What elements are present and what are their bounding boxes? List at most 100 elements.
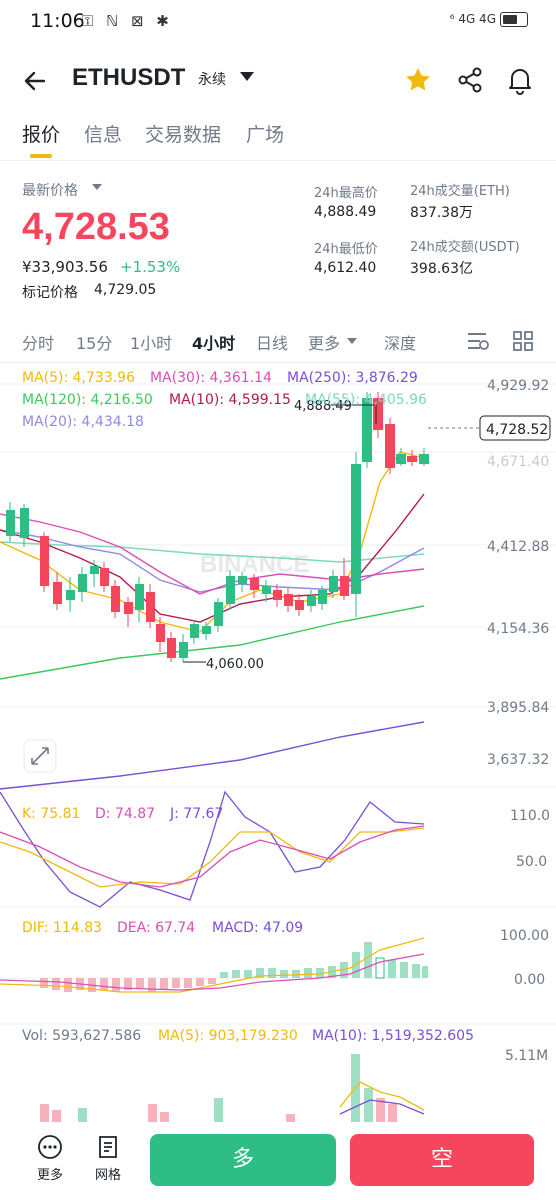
contract-type-badge: 永续 bbox=[198, 72, 226, 88]
status-signal: ⁶ 4G 4G bbox=[450, 12, 528, 27]
signal-text: ⁶ 4G 4G bbox=[449, 12, 496, 26]
kdj-k-legend: K: 75.81 bbox=[22, 806, 80, 822]
price-axis-label: 4,412.88 bbox=[487, 539, 549, 555]
back-arrow-icon[interactable] bbox=[22, 68, 48, 94]
ma250-legend: MA(250): 3,876.29 bbox=[287, 370, 418, 386]
vol-eth: 837.38万 bbox=[410, 205, 473, 221]
low-24h-label: 24h最低价 bbox=[314, 242, 378, 257]
vol-eth-label: 24h成交量(ETH) bbox=[410, 184, 510, 199]
low-marker-label: 4,060.00 bbox=[206, 657, 264, 672]
high-marker-label: 4,888.49 bbox=[294, 399, 352, 414]
interval-4h[interactable]: 4小时 bbox=[192, 334, 236, 353]
tab-square[interactable]: 广场 bbox=[246, 124, 285, 146]
ma120-line bbox=[0, 605, 425, 680]
macd-dif-legend: DIF: 114.83 bbox=[22, 920, 102, 936]
macd-axis-label: 100.00 bbox=[500, 928, 549, 944]
high-24h: 4,888.49 bbox=[314, 204, 377, 220]
change-percent: +1.53% bbox=[120, 258, 181, 276]
vol-ma5-line bbox=[339, 1081, 425, 1111]
vol-legend: Vol: 593,627.586 bbox=[22, 1028, 141, 1044]
interval-time[interactable]: 分时 bbox=[22, 334, 55, 353]
last-price-label[interactable]: 最新价格 bbox=[22, 183, 78, 199]
status-time: 11:06 bbox=[30, 10, 85, 32]
tab-quote[interactable]: 报价 bbox=[22, 124, 61, 146]
favorite-star-icon[interactable] bbox=[404, 66, 432, 94]
kdj-k-line bbox=[0, 827, 425, 888]
ma30-legend: MA(30): 4,361.14 bbox=[150, 370, 272, 386]
vol-axis-label: 5.11M bbox=[505, 1048, 548, 1064]
indicator-settings-icon[interactable] bbox=[466, 330, 490, 352]
price-axis-label: 4,154.36 bbox=[487, 621, 549, 637]
expand-icon bbox=[31, 747, 49, 765]
grid-button[interactable]: 网格 bbox=[88, 1134, 128, 1183]
active-tab-indicator bbox=[30, 154, 52, 158]
interval-bar: 分时 15分 1小时 4小时 日线 更多 深度 bbox=[0, 322, 556, 363]
bottom-action-bar: 更多 网格 多 空 bbox=[0, 1122, 556, 1200]
high-24h-label: 24h最高价 bbox=[314, 186, 378, 201]
ma20-legend: MA(20): 4,434.18 bbox=[22, 414, 144, 430]
high-marker-line bbox=[328, 404, 377, 424]
grid-label: 网格 bbox=[94, 1168, 121, 1183]
price-axis-label: 3,895.84 bbox=[487, 700, 549, 716]
macd-dea-legend: DEA: 67.74 bbox=[117, 920, 195, 936]
macd-dea-line bbox=[0, 953, 425, 991]
more-button[interactable]: 更多 bbox=[30, 1134, 70, 1183]
vol-usdt-label: 24h成交额(USDT) bbox=[410, 240, 520, 255]
tab-info[interactable]: 信息 bbox=[84, 124, 123, 146]
ma55-line bbox=[0, 541, 425, 563]
current-price-tag-label: 4,728.52 bbox=[486, 422, 548, 438]
fullscreen-button[interactable] bbox=[23, 739, 57, 773]
symbol-dropdown-icon[interactable] bbox=[240, 72, 254, 81]
mark-price: 4,729.05 bbox=[94, 282, 157, 298]
share-icon[interactable] bbox=[456, 66, 484, 94]
app-header: ETHUSDT 永续 bbox=[0, 52, 556, 108]
ma10-legend: MA(10): 4,599.15 bbox=[169, 392, 291, 408]
interval-more[interactable]: 更多 bbox=[308, 334, 341, 353]
kline-chart[interactable]: BINANCE bbox=[0, 362, 556, 1122]
mark-price-label: 标记价格 bbox=[22, 285, 78, 301]
price-axis-label: 4,671.40 bbox=[487, 454, 549, 470]
vol-ma5-legend: MA(5): 903,179.230 bbox=[158, 1028, 298, 1044]
low-24h: 4,612.40 bbox=[314, 260, 377, 276]
tab-trading-data[interactable]: 交易数据 bbox=[145, 124, 222, 146]
kdj-d-legend: D: 74.87 bbox=[95, 806, 155, 822]
more-dropdown-icon[interactable] bbox=[347, 338, 357, 344]
price-axis-label: 4,929.92 bbox=[487, 378, 549, 394]
main-tabs: 报价 信息 交易数据 广场 bbox=[0, 116, 556, 161]
battery-icon bbox=[500, 12, 528, 27]
kdj-d-line bbox=[0, 825, 425, 888]
last-price: 4,728.53 bbox=[22, 206, 170, 248]
vol-usdt: 398.63亿 bbox=[410, 261, 473, 277]
kdj-axis-label: 50.0 bbox=[516, 854, 547, 870]
status-icons: ⚿ ℕ ⊠ ✱ bbox=[82, 12, 173, 30]
price-summary: 最新价格 4,728.53 ¥33,903.56 +1.53% 标记价格 4,7… bbox=[0, 172, 556, 312]
interval-15m[interactable]: 15分 bbox=[76, 334, 113, 353]
macd-histogram bbox=[40, 942, 428, 992]
candlesticks bbox=[6, 392, 429, 662]
ma5-legend: MA(5): 4,733.96 bbox=[22, 370, 135, 386]
kdj-j-legend: J: 77.67 bbox=[169, 806, 223, 822]
macd-dif-line bbox=[0, 937, 425, 993]
current-price-tag bbox=[479, 415, 551, 441]
vol-ma10-line bbox=[339, 1099, 425, 1115]
more-dots-icon bbox=[38, 1135, 62, 1159]
price-axis-label: 3,637.32 bbox=[487, 752, 549, 768]
grid-doc-icon bbox=[99, 1136, 117, 1158]
last-price-dropdown-icon[interactable] bbox=[92, 184, 102, 190]
interval-1d[interactable]: 日线 bbox=[256, 334, 289, 353]
short-button[interactable]: 空 bbox=[350, 1134, 534, 1186]
status-bar: 11:06 ⚿ ℕ ⊠ ✱ ⁶ 4G 4G bbox=[0, 0, 556, 44]
interval-1h[interactable]: 1小时 bbox=[130, 334, 173, 353]
macd-legend: MACD: 47.09 bbox=[212, 920, 303, 936]
ma250-line bbox=[0, 721, 425, 790]
long-button[interactable]: 多 bbox=[150, 1134, 336, 1186]
more-label: 更多 bbox=[36, 1168, 63, 1183]
ma55-legend: MA(55): 4,405.96 bbox=[305, 392, 427, 408]
interval-depth[interactable]: 深度 bbox=[384, 334, 417, 353]
notification-bell-icon[interactable] bbox=[506, 65, 534, 95]
kdj-axis-label: 110.0 bbox=[510, 808, 550, 824]
macd-axis-label: 0.00 bbox=[514, 972, 545, 988]
vol-ma10-legend: MA(10): 1,519,352.605 bbox=[312, 1028, 474, 1044]
symbol-title[interactable]: ETHUSDT bbox=[72, 64, 186, 91]
grid-layout-icon[interactable] bbox=[512, 330, 534, 352]
